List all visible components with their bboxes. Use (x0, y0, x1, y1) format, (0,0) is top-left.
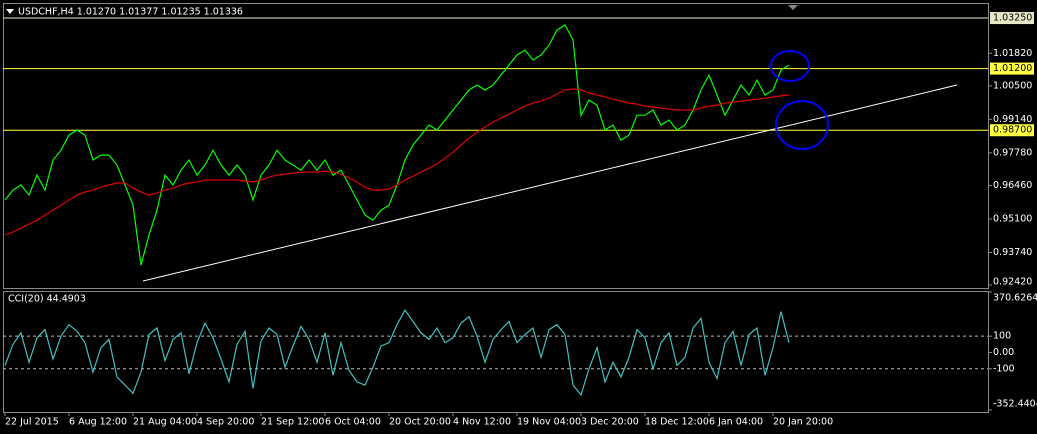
menu-triangle[interactable] (6, 9, 14, 14)
level-label: 0.98700 (993, 125, 1032, 136)
price-line (4, 88, 790, 236)
y-tick-label: 0.92420 (993, 277, 1032, 288)
x-tick-label: 21 Aug 04:00 (133, 417, 197, 428)
x-tick-label: 4 Sep 20:00 (197, 417, 254, 428)
x-tick-label: 19 Nov 04:00 (517, 417, 581, 428)
x-tick-label: 4 Nov 12:00 (453, 417, 511, 428)
y-tick-label: 0.99140 (993, 114, 1032, 125)
level-label-box (990, 62, 1034, 75)
plot-layer: 1.01820 1.00500 0.99140 0.97780 0.96460 0.951… (3, 12, 1037, 428)
highlight-ellipse (775, 100, 829, 150)
cci-title: CCI(20) 44.4903 (8, 294, 86, 305)
level-label: 1.03250 (993, 13, 1032, 24)
y-tick-label: 1.01820 (993, 48, 1032, 59)
y-tick-label: 0.95100 (993, 213, 1032, 224)
y-tick-label: 0.93740 (993, 247, 1032, 258)
x-tick-label: 6 Jan 04:00 (709, 417, 763, 428)
x-tick-label: 20 Oct 20:00 (389, 417, 451, 428)
x-tick-label: 3 Dec 20:00 (581, 417, 639, 428)
y-tick-label: 0.00 (993, 347, 1014, 358)
trendline (142, 84, 958, 282)
x-tick-label: 18 Dec 12:00 (645, 417, 709, 428)
y-tick-label: 370.6264 (993, 293, 1037, 304)
shift-marker (788, 5, 798, 10)
level-label: 1.01200 (993, 63, 1032, 74)
x-tick-label: 6 Aug 12:00 (69, 417, 127, 428)
y-tick-label: 100 (993, 331, 1011, 342)
x-tick-label: 22 Jul 2015 (5, 417, 59, 428)
y-tick-label: -352.4404 (993, 399, 1037, 410)
highlight-ellipse (770, 50, 810, 82)
main-panel-frame (3, 3, 989, 289)
level-label-box (990, 124, 1034, 137)
y-tick-label: 1.00500 (993, 80, 1032, 91)
y-tick-label: -100 (993, 363, 1015, 374)
level-label-box (990, 12, 1034, 25)
x-tick-label: 21 Sep 12:00 (261, 417, 324, 428)
y-tick-label: 0.97780 (993, 147, 1032, 158)
main-title: USDCHF,H4 1.01270 1.01377 1.01235 1.0133… (18, 7, 243, 18)
y-tick-label: 0.96460 (993, 180, 1032, 191)
x-tick-label: 20 Jan 20:00 (773, 417, 833, 428)
price-line (4, 308, 790, 397)
x-tick-label: 6 Oct 04:00 (325, 417, 381, 428)
